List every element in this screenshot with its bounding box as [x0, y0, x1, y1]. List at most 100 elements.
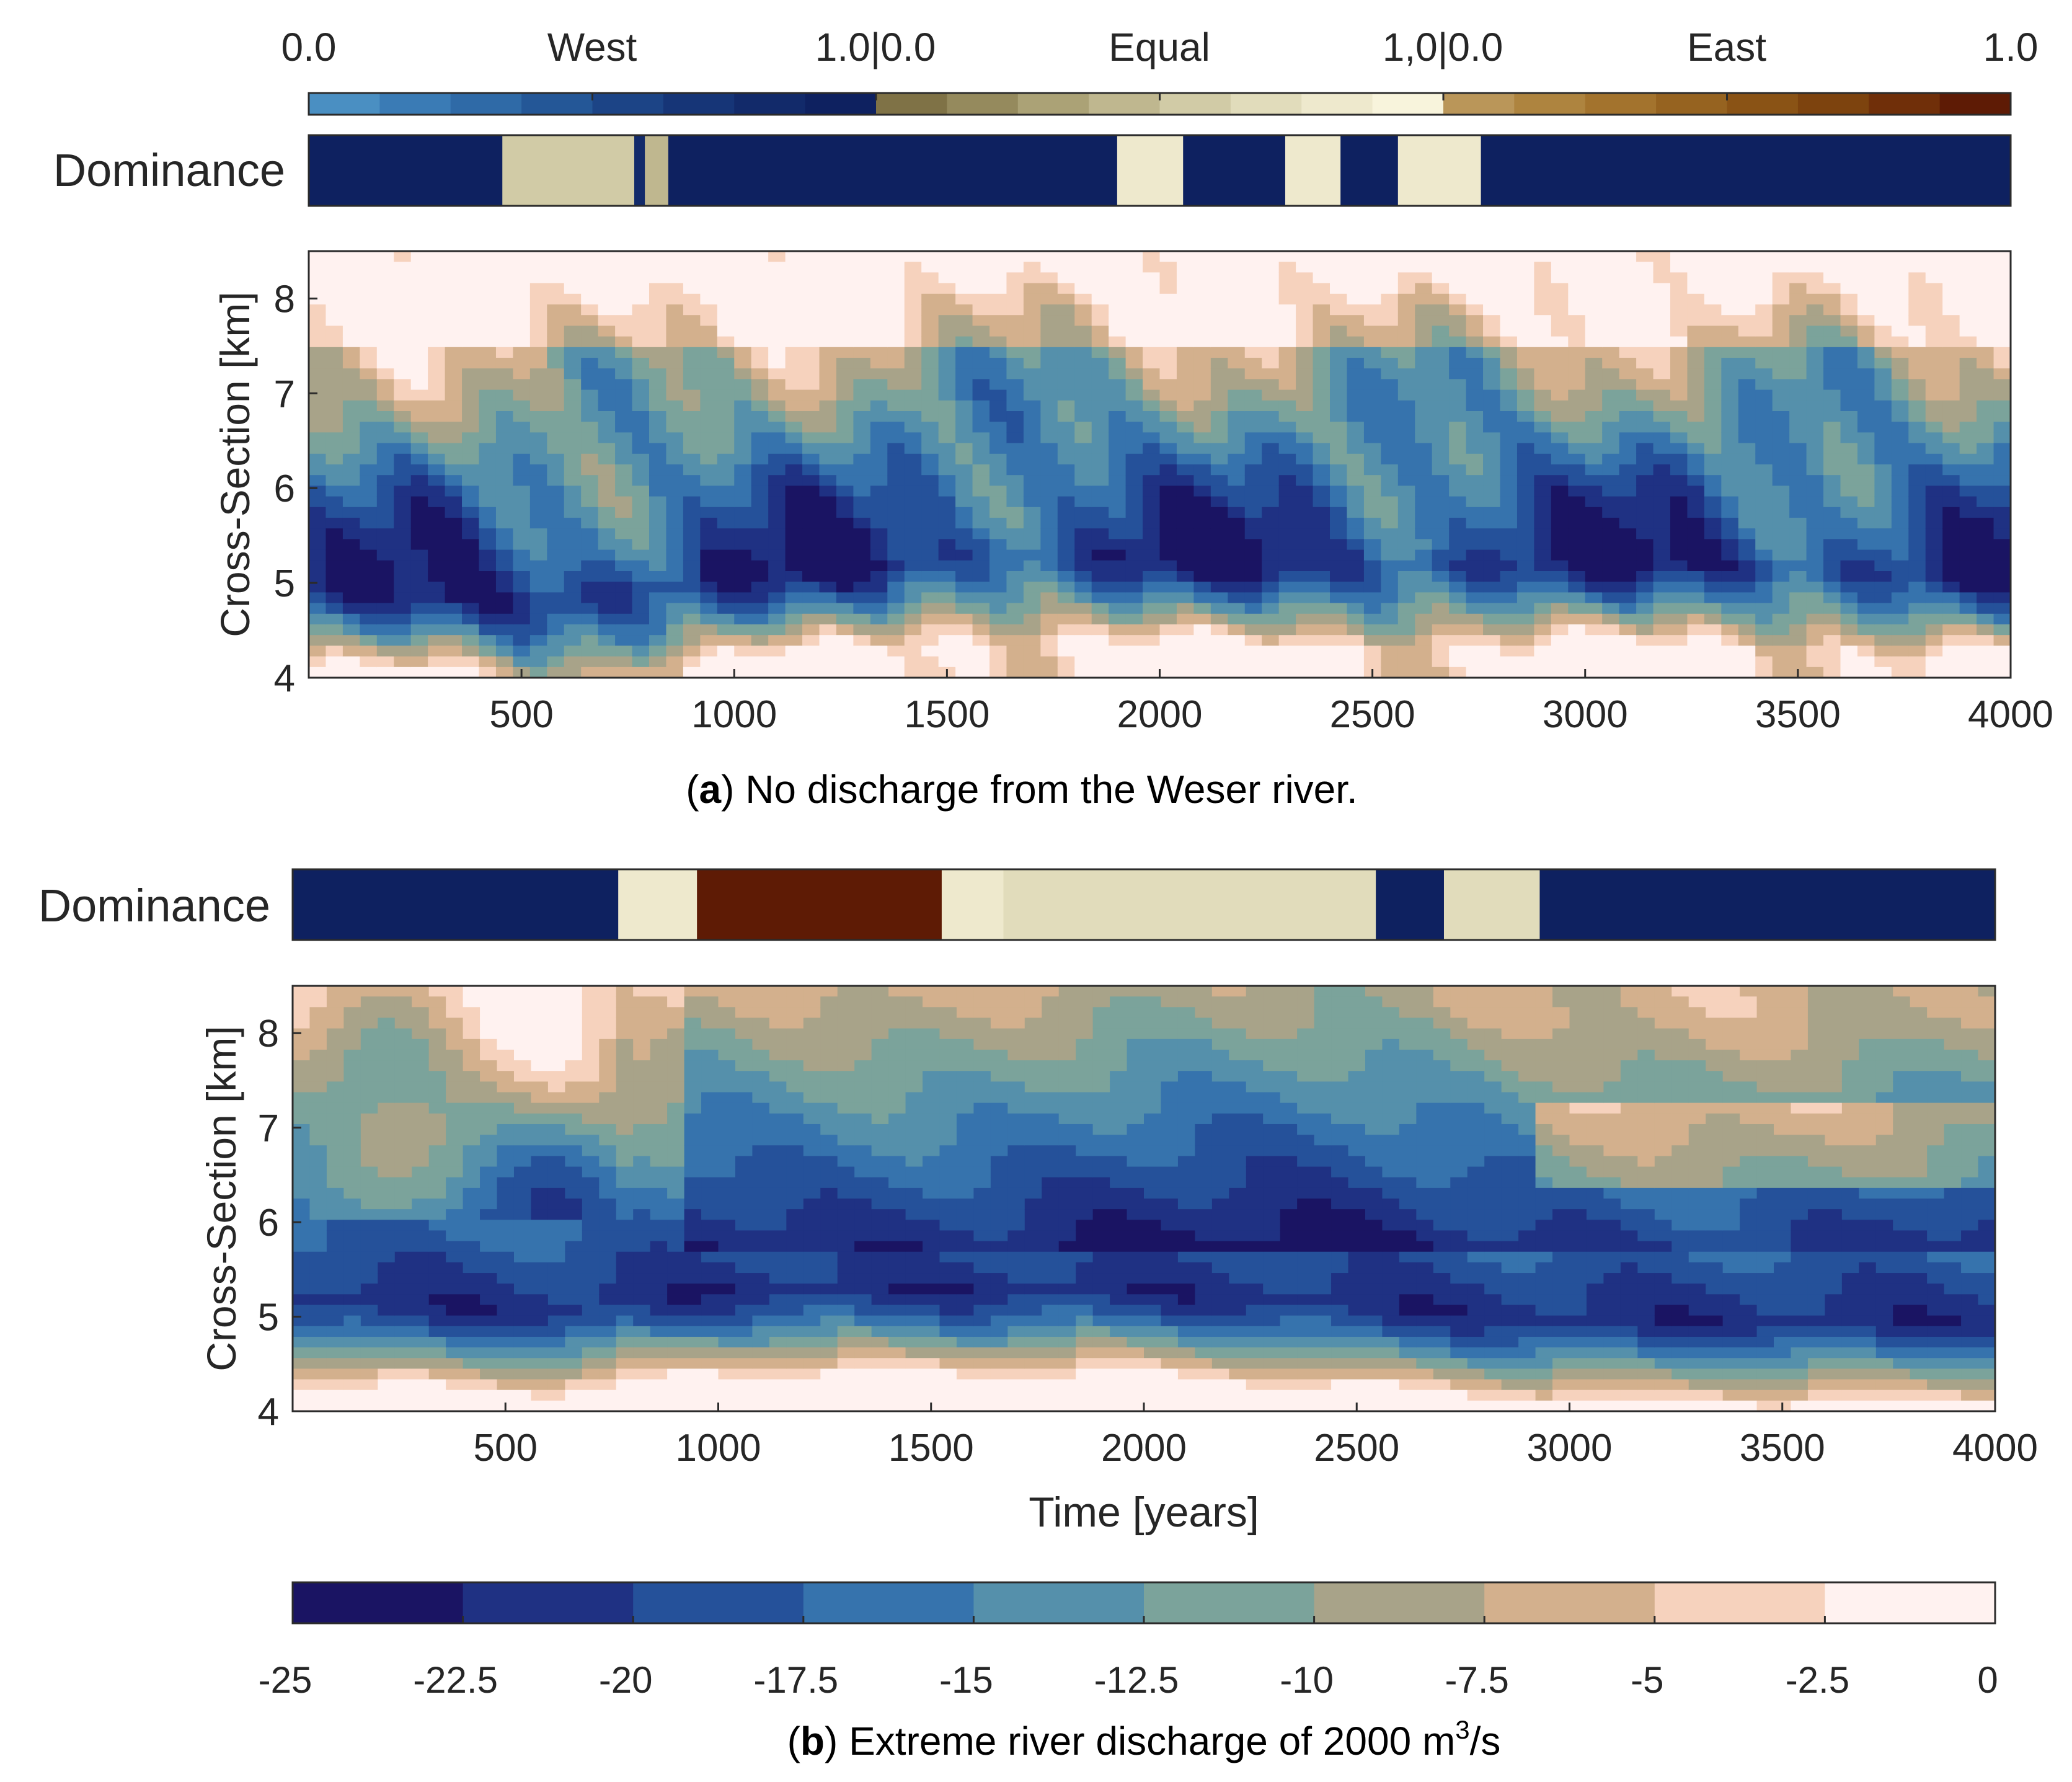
- contour-cell: [1908, 656, 1926, 668]
- contour-cell: [480, 1060, 498, 1071]
- contour-cell: [531, 1187, 549, 1199]
- contour-cell: [1908, 582, 1926, 593]
- contour-cell: [921, 624, 939, 636]
- contour-cell: [768, 400, 786, 412]
- contour-cell: [1585, 496, 1603, 508]
- contour-cell: [1772, 518, 1790, 529]
- contour-cell: [1500, 571, 1518, 582]
- contour-cell: [887, 389, 905, 401]
- contour-cell: [1262, 624, 1280, 636]
- contour-cell: [1755, 251, 1773, 262]
- contour-cell: [1210, 251, 1228, 262]
- contour-cell: [819, 507, 837, 518]
- contour-cell: [428, 1379, 446, 1391]
- contour-cell: [1125, 251, 1143, 262]
- contour-cell: [428, 1220, 446, 1231]
- contour-cell: [531, 1273, 549, 1284]
- contour-cell: [1789, 304, 1807, 316]
- contour-cell: [1823, 539, 1841, 551]
- contour-cell: [921, 400, 939, 412]
- contour-cell: [1313, 582, 1330, 593]
- contour-cell: [497, 1220, 515, 1231]
- contour-cell: [309, 1028, 327, 1040]
- contour-cell: [904, 315, 922, 326]
- contour-cell: [1159, 667, 1177, 678]
- contour-cell: [1977, 549, 1995, 561]
- contour-cell: [360, 635, 378, 646]
- contour-cell: [1874, 358, 1892, 369]
- contour-cell: [751, 315, 769, 326]
- contour-cell: [938, 400, 956, 412]
- contour-cell: [1942, 326, 1960, 337]
- contour-cell: [1908, 400, 1926, 412]
- contour-cell: [1109, 432, 1127, 444]
- contour-cell: [497, 1347, 515, 1359]
- contour-cell: [1347, 582, 1365, 593]
- contour-cell: [1568, 582, 1586, 593]
- contour-cell: [1449, 496, 1467, 508]
- contour-cell: [836, 293, 854, 305]
- contour-cell: [309, 400, 327, 412]
- contour-cell: [990, 635, 1007, 646]
- contour-cell: [1619, 368, 1637, 379]
- contour-cell: [717, 389, 735, 401]
- panel-a-contour-plot: [309, 251, 2011, 678]
- contour-cell: [565, 1007, 583, 1019]
- contour-cell: [734, 336, 752, 348]
- contour-cell: [598, 379, 616, 391]
- contour-cell: [955, 635, 973, 646]
- contour-cell: [599, 1007, 617, 1019]
- contour-cell: [990, 304, 1007, 316]
- contour-cell: [309, 496, 327, 508]
- contour-cell: [802, 453, 820, 465]
- contour-cell: [293, 1060, 311, 1071]
- contour-cell: [1159, 293, 1177, 305]
- contour-cell: [615, 613, 633, 625]
- contour-cell: [445, 539, 463, 551]
- contour-cell: [513, 1368, 532, 1380]
- contour-cell: [446, 1273, 464, 1284]
- contour-cell: [1125, 389, 1143, 401]
- contour-cell: [547, 293, 565, 305]
- contour-cell: [1262, 571, 1280, 582]
- contour-cell: [1619, 432, 1637, 444]
- dominance-tick-west-equal: 1.0|0.0: [815, 25, 936, 69]
- contour-cell: [1074, 453, 1092, 465]
- contour-cell: [955, 262, 973, 273]
- contour-cell: [1381, 613, 1399, 625]
- contour-cell: [1415, 603, 1433, 614]
- contour-cell: [428, 1390, 446, 1401]
- contour-cell: [479, 432, 497, 444]
- contour-cell: [1278, 400, 1296, 412]
- contour-cell: [1449, 315, 1467, 326]
- contour-cell: [1738, 592, 1756, 604]
- contour-cell: [599, 1230, 617, 1242]
- contour-cell: [632, 304, 650, 316]
- contour-cell: [836, 272, 854, 284]
- contour-cell: [667, 1124, 685, 1135]
- contour-cell: [972, 347, 990, 358]
- contour-cell: [360, 411, 378, 422]
- contour-cell: [1347, 624, 1365, 636]
- contour-cell: [1806, 645, 1824, 657]
- contour-cell: [1789, 645, 1807, 657]
- contour-cell: [904, 262, 922, 273]
- contour-cell: [1381, 582, 1399, 593]
- contour-cell: [1874, 422, 1892, 433]
- contour-cell: [1091, 624, 1109, 636]
- contour-cell: [463, 1166, 480, 1178]
- contour-cell: [1296, 368, 1314, 379]
- contour-cell: [1908, 251, 1926, 262]
- contour-cell: [649, 443, 667, 454]
- contour-cell: [666, 422, 684, 433]
- contour-cell: [649, 485, 667, 497]
- contour-cell: [1159, 347, 1177, 358]
- contour-cell: [547, 635, 565, 646]
- contour-cell: [1857, 283, 1875, 295]
- contour-cell: [1483, 528, 1501, 539]
- contour-cell: [343, 1283, 361, 1295]
- contour-cell: [955, 443, 973, 454]
- contour-cell: [1432, 592, 1450, 604]
- contour-cell: [870, 475, 888, 486]
- contour-cell: [751, 368, 769, 379]
